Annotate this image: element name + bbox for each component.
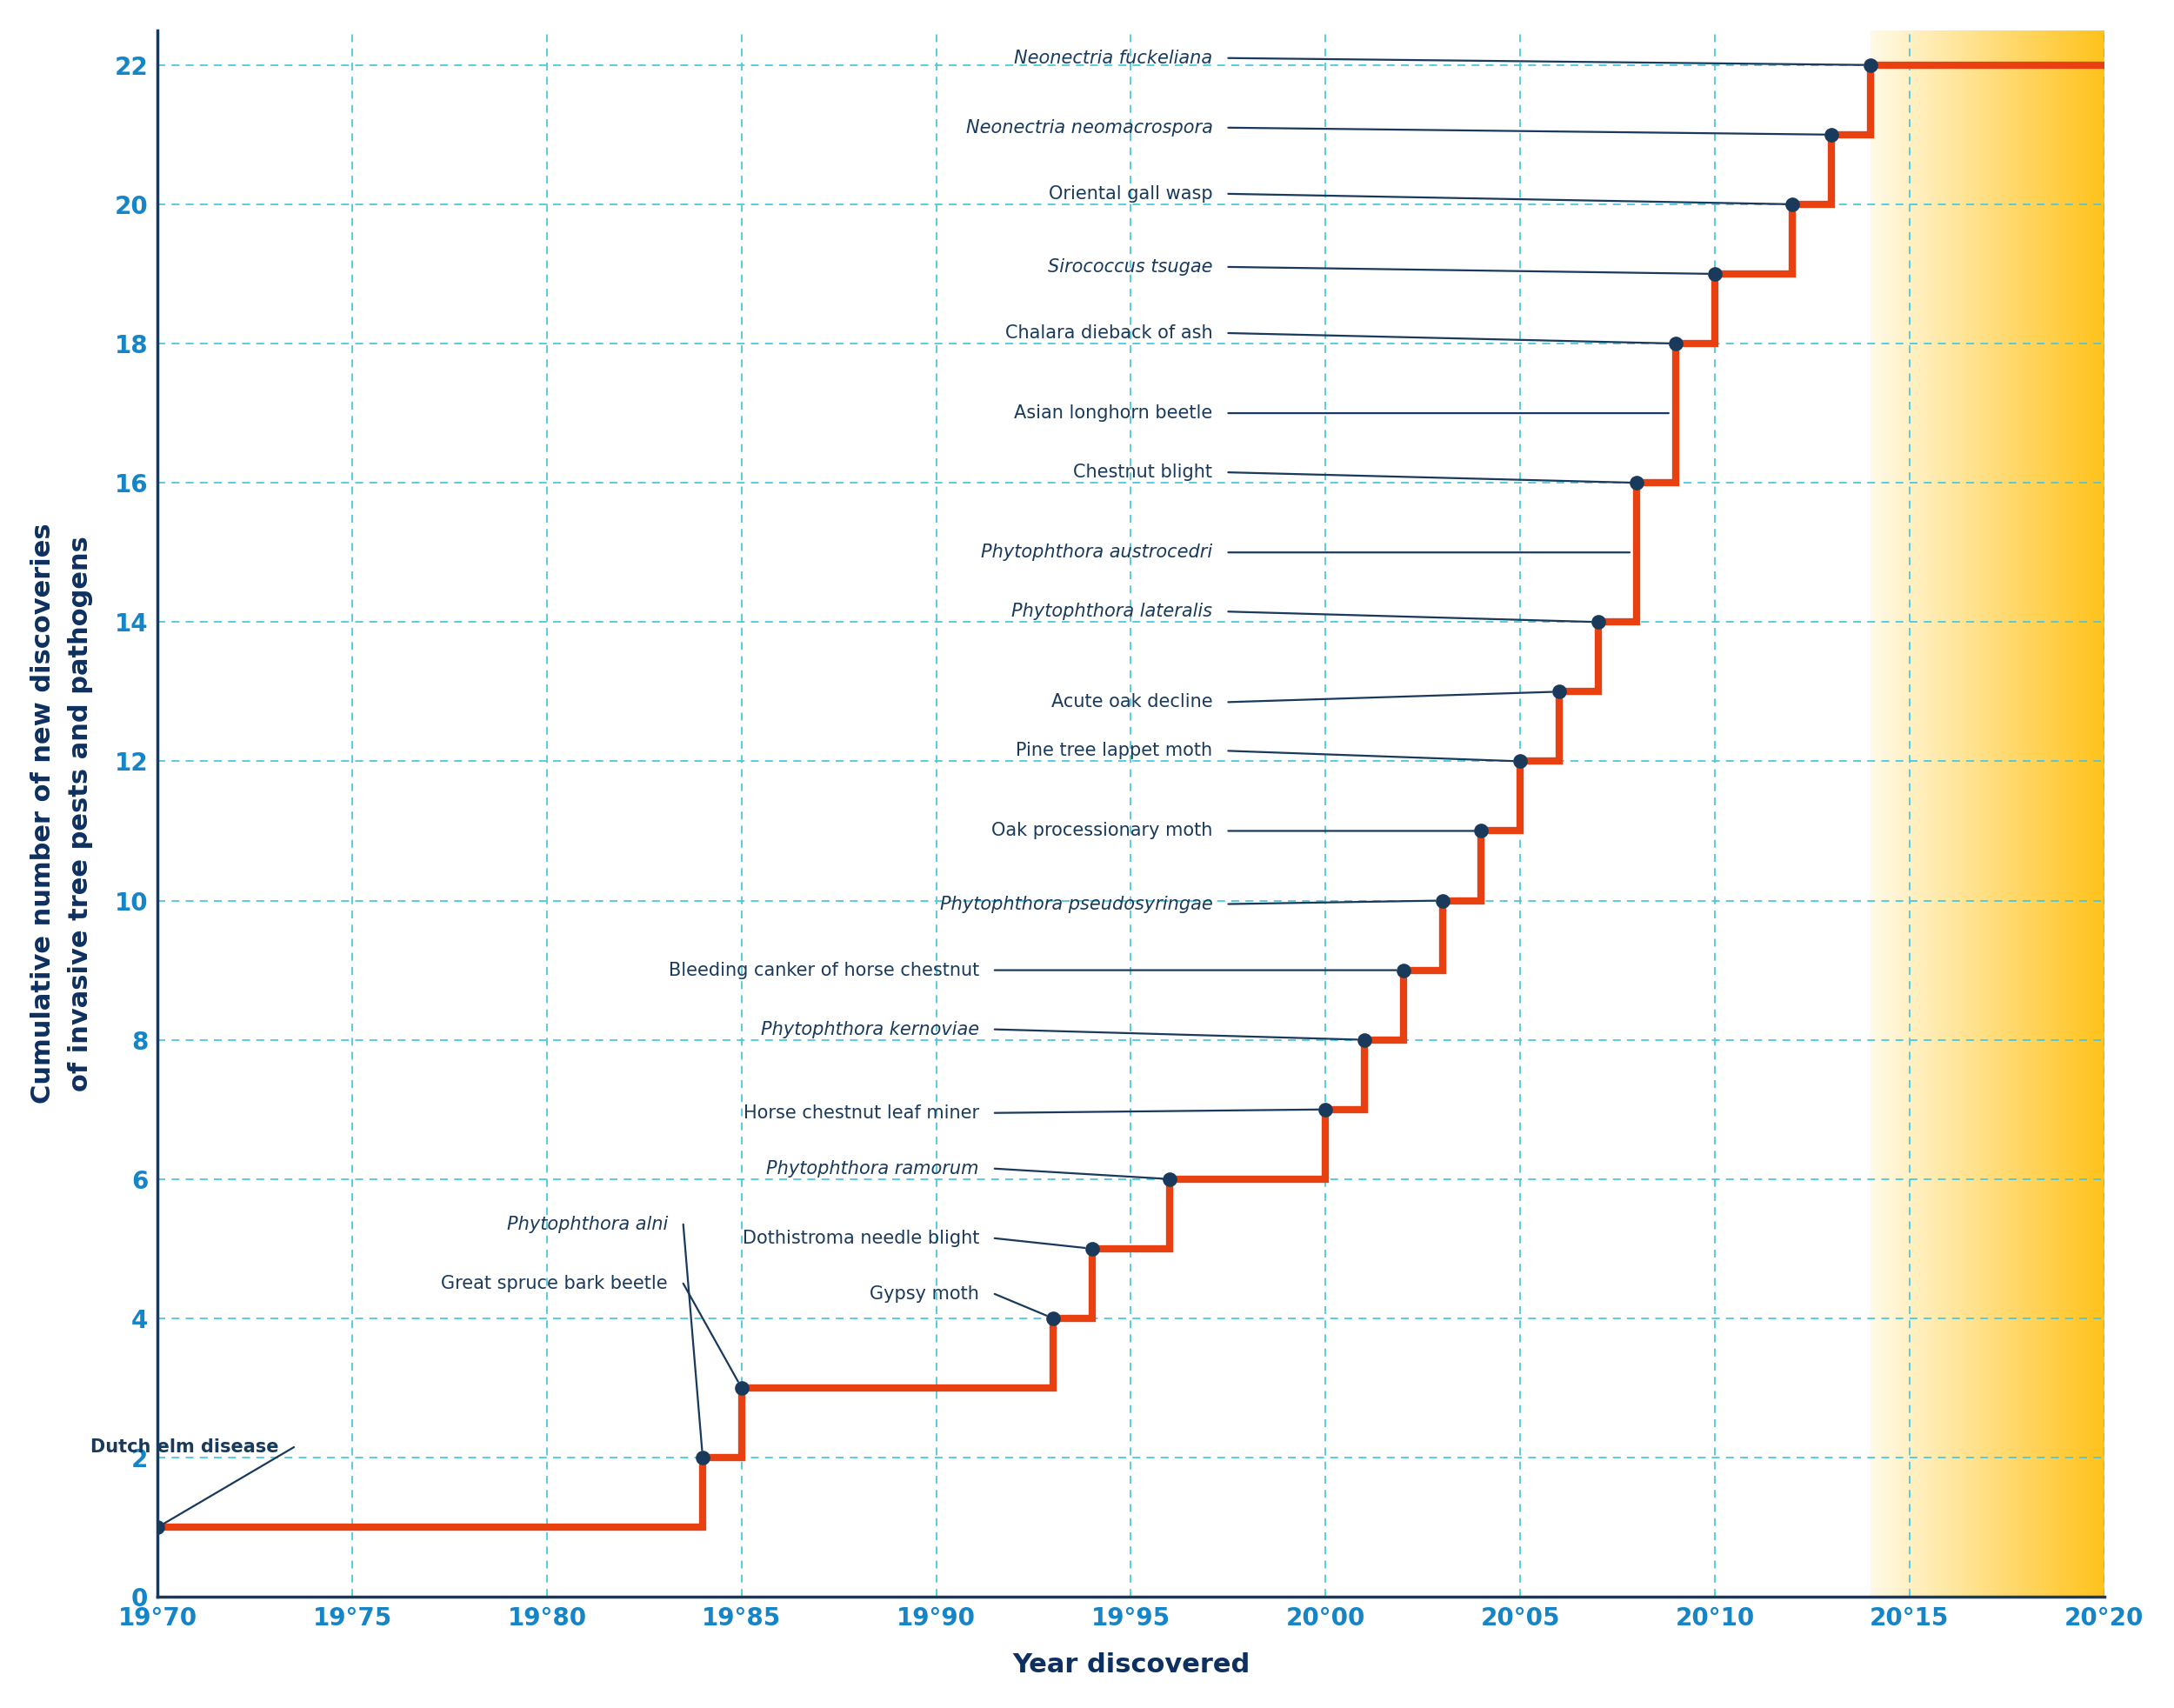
Text: Bleeding canker of horse chestnut: Bleeding canker of horse chestnut bbox=[667, 962, 978, 979]
Text: Neonectria fuckeliana: Neonectria fuckeliana bbox=[1015, 50, 1213, 67]
Text: Phytophthora ramorum: Phytophthora ramorum bbox=[767, 1160, 978, 1177]
Text: Phytophthora kernoviae: Phytophthora kernoviae bbox=[761, 1021, 978, 1038]
Text: Phytophthora pseudosyringae: Phytophthora pseudosyringae bbox=[939, 895, 1213, 912]
Text: Neonectria neomacrospora: Neonectria neomacrospora bbox=[965, 120, 1213, 137]
Text: Acute oak decline: Acute oak decline bbox=[1052, 693, 1213, 711]
Text: Oak processionary moth: Oak processionary moth bbox=[991, 822, 1213, 840]
Text: Asian longhorn beetle: Asian longhorn beetle bbox=[1013, 405, 1213, 422]
Text: Gypsy moth: Gypsy moth bbox=[870, 1284, 978, 1303]
Text: Chestnut blight: Chestnut blight bbox=[1074, 463, 1213, 482]
Text: Great spruce bark beetle: Great spruce bark beetle bbox=[441, 1274, 667, 1293]
Text: Sirococcus tsugae: Sirococcus tsugae bbox=[1048, 258, 1213, 275]
Text: Dothistroma needle blight: Dothistroma needle blight bbox=[741, 1230, 978, 1247]
Text: Dutch elm disease: Dutch elm disease bbox=[89, 1438, 278, 1455]
X-axis label: Year discovered: Year discovered bbox=[1013, 1653, 1250, 1677]
Y-axis label: Cumulative number of new discoveries
of invasive tree pests and pathogens: Cumulative number of new discoveries of … bbox=[30, 523, 93, 1103]
Text: Chalara dieback of ash: Chalara dieback of ash bbox=[1004, 325, 1213, 342]
Text: Phytophthora alni: Phytophthora alni bbox=[507, 1216, 667, 1233]
Text: Phytophthora lateralis: Phytophthora lateralis bbox=[1011, 603, 1213, 620]
Text: Oriental gall wasp: Oriental gall wasp bbox=[1048, 184, 1213, 203]
Text: Pine tree lappet moth: Pine tree lappet moth bbox=[1015, 743, 1213, 760]
Text: Horse chestnut leaf miner: Horse chestnut leaf miner bbox=[744, 1103, 978, 1122]
Text: Phytophthora austrocedri: Phytophthora austrocedri bbox=[980, 543, 1213, 562]
